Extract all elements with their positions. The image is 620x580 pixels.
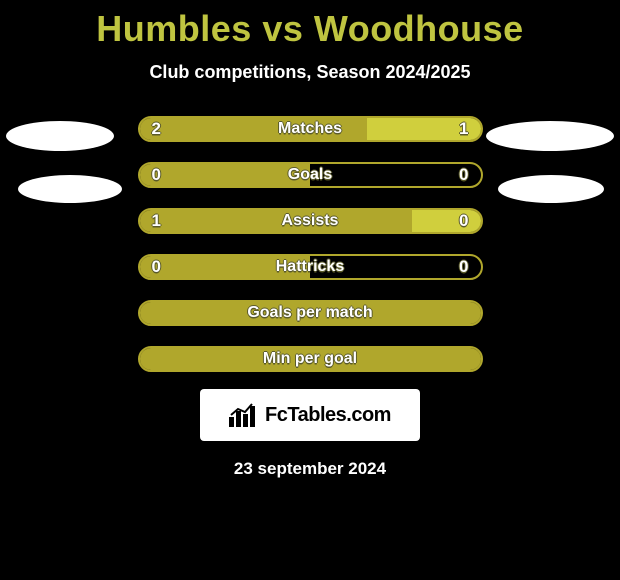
bar-left-fill <box>140 256 311 278</box>
player-photo-placeholder <box>6 121 114 151</box>
subtitle: Club competitions, Season 2024/2025 <box>0 62 620 83</box>
bar-left-fill <box>140 164 311 186</box>
comparison-card: Humbles vs Woodhouse Club competitions, … <box>0 0 620 580</box>
player-photo-placeholder <box>498 175 604 203</box>
player-photo-placeholder <box>18 175 122 203</box>
stat-value-right: 0 <box>459 256 468 278</box>
stat-row: Hattricks00 <box>0 253 620 281</box>
page-title: Humbles vs Woodhouse <box>0 0 620 50</box>
stat-value-right: 0 <box>459 164 468 186</box>
stat-bar: Matches21 <box>138 116 483 142</box>
stat-bar: Goals00 <box>138 162 483 188</box>
stat-row: Goals per match <box>0 299 620 327</box>
stat-bar: Min per goal <box>138 346 483 372</box>
logo-wrap: FcTables.com <box>0 389 620 441</box>
bar-left-fill <box>140 348 481 370</box>
stat-bar: Assists10 <box>138 208 483 234</box>
stat-row: Min per goal <box>0 345 620 373</box>
bar-right-fill <box>367 118 481 140</box>
fctables-logo: FcTables.com <box>200 389 420 441</box>
bar-right-fill <box>412 210 480 232</box>
stat-rows: Matches21 Goals00 Assists10 Hattricks00 Goal… <box>0 115 620 373</box>
stat-row: Assists10 <box>0 207 620 235</box>
bar-chart-icon <box>229 403 257 427</box>
stat-bar: Hattricks00 <box>138 254 483 280</box>
bar-left-fill <box>140 302 481 324</box>
bar-left-fill <box>140 118 367 140</box>
player-photo-placeholder <box>486 121 614 151</box>
bar-left-fill <box>140 210 413 232</box>
stat-bar: Goals per match <box>138 300 483 326</box>
logo-text: FcTables.com <box>265 404 391 427</box>
date-label: 23 september 2024 <box>0 459 620 479</box>
